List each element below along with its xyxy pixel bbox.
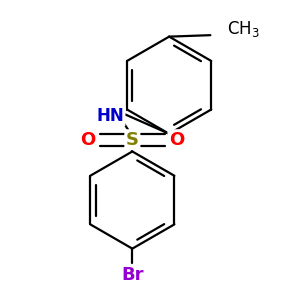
Text: HN: HN bbox=[96, 107, 124, 125]
Text: S: S bbox=[126, 131, 139, 149]
Text: Br: Br bbox=[121, 266, 144, 284]
Text: O: O bbox=[169, 131, 184, 149]
Text: CH$_3$: CH$_3$ bbox=[226, 19, 259, 39]
Text: O: O bbox=[80, 131, 96, 149]
